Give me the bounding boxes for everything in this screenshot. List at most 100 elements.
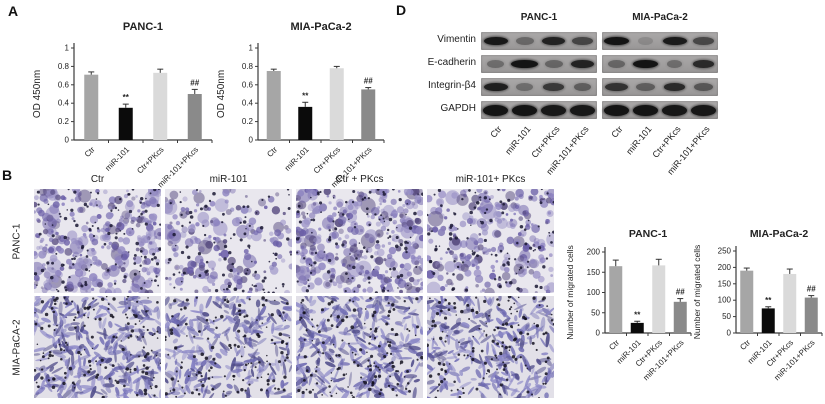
chart-title: PANC-1: [629, 228, 667, 240]
migration-chart-mia-paca2: MIA-PaCa-2 Number of migrated cells 0 50 100…: [690, 205, 825, 401]
y-axis-label: OD 450nm: [216, 70, 227, 118]
panel-d-label: D: [396, 2, 407, 18]
bar-Ctr: [740, 270, 754, 333]
blot-band: [632, 104, 659, 116]
micrograph-MIA-PaCA-2-miR-101+ PKcs: [427, 296, 554, 398]
micro-col-header-mir101: miR-101: [209, 174, 248, 185]
bar-miR-101+PKcs: [361, 89, 376, 140]
y-tick-label: 200: [718, 263, 732, 272]
bar-Ctr+PKcs: [652, 265, 666, 333]
y-tick-label: 200: [587, 248, 601, 257]
y-tick-label: 0.4: [242, 99, 254, 108]
y-tick-label: 50: [591, 308, 600, 317]
blot-band: [662, 37, 687, 45]
blot-strip-GAPDH-mia: [602, 101, 718, 119]
micro-row-label-panc1-text: PANC-1: [11, 223, 23, 259]
x-category-label: miR-101: [103, 145, 131, 173]
mig-panc1-svg: PANC-1 Number of migrated cells 0 50 100 150 2…: [565, 228, 692, 382]
bar-Ctr+PKcs: [329, 68, 344, 140]
x-category-label: Ctr: [265, 145, 279, 159]
micro-col-header-ctr: Ctr: [90, 174, 105, 185]
y-tick-label: 1: [249, 44, 254, 53]
blot-target-vimentin: Vimentin: [437, 34, 476, 45]
y-tick-label: 0.2: [242, 117, 254, 126]
y-axis-label: Number of migrated cells: [692, 245, 702, 339]
y-tick-label: 150: [718, 279, 732, 288]
micro-col-header-ctr-pkcs: Ctr + PKcs: [335, 174, 384, 185]
significance-mark: **: [765, 296, 772, 305]
bar-miR-101+PKcs: [187, 94, 202, 140]
blot-band: [690, 104, 717, 116]
y-axis-label: Number of migrated cells: [565, 245, 575, 339]
y-tick-label: 0: [249, 136, 254, 145]
od450-chart-panc1: PANC-1 OD 450nm 0 0.2 0.4 0.6 0.8 1 Ctr ** miR-101…: [28, 16, 220, 189]
blot-target-e-cadherin: E-cadherin: [427, 57, 476, 68]
migration-chart-panc1: PANC-1 Number of migrated cells 0 50 100 150 2…: [563, 205, 695, 401]
chart-title: MIA-PaCa-2: [750, 228, 809, 240]
significance-mark: **: [123, 93, 130, 102]
blot-strip-GAPDH-panc1: [481, 101, 597, 119]
micrograph-PANC-1-miR-101: [165, 189, 292, 293]
x-category-label: Ctr+PKcs: [135, 145, 165, 175]
micrograph-MIA-PaCA-2-Ctr + PKcs: [296, 296, 423, 398]
significance-mark: ##: [807, 285, 816, 294]
panel-a-label: A: [8, 3, 19, 19]
blot-target-integrin-b4: Integrin-β4: [428, 80, 476, 91]
y-tick-label: 0.4: [58, 99, 70, 108]
blot-strip-Vimentin-mia: [602, 32, 718, 50]
blot-band: [632, 60, 659, 68]
blot-group-title-mia: MIA-PaCa-2: [632, 12, 688, 23]
micrograph-PANC-1-Ctr + PKcs: [296, 189, 423, 293]
blot-strip-Integrin-β4-panc1: [481, 78, 597, 96]
chart-title: MIA-PaCa-2: [290, 21, 351, 33]
blot-band: [608, 60, 625, 68]
blot-band: [483, 83, 508, 91]
blot-band: [569, 104, 596, 116]
blot-strip-Vimentin-panc1: [481, 32, 597, 50]
significance-mark: ##: [190, 78, 199, 87]
bar-Ctr: [84, 74, 99, 140]
bar-miR-101: [118, 107, 133, 140]
blot-band: [542, 37, 565, 45]
micrograph-MIA-PaCA-2-miR-101: [165, 296, 292, 398]
blot-band: [692, 60, 715, 68]
blot-band: [693, 83, 714, 91]
blot-band: [482, 104, 509, 116]
x-category-label: miR-101: [283, 145, 311, 173]
y-tick-label: 100: [587, 288, 601, 297]
blot-strip-E-cadherin-panc1: [481, 55, 597, 73]
blot-band: [603, 37, 630, 45]
blot-band: [511, 60, 538, 68]
y-axis-label: OD 450nm: [32, 70, 43, 118]
bar-miR-101: [298, 106, 313, 140]
blot-band: [574, 83, 591, 91]
micro-col-header-mir101-pkcs: miR-101+ PKcs: [455, 174, 526, 185]
x-category-label: Ctr: [83, 145, 97, 159]
bar-miR-101: [761, 308, 775, 333]
bar-Ctr+PKcs: [783, 273, 797, 333]
y-tick-label: 0: [596, 329, 601, 338]
mig-mia-svg: MIA-PaCa-2 Number of migrated cells 0 50 100…: [692, 228, 823, 382]
y-tick-label: 0.8: [242, 62, 254, 71]
bar-miR-101+PKcs: [804, 297, 818, 333]
bar-Ctr: [609, 266, 623, 333]
x-category-label: Ctr: [738, 338, 752, 352]
blot-band: [693, 37, 714, 45]
micro-row-label-panc1: PANC-1: [8, 189, 26, 293]
bar-Ctr+PKcs: [153, 72, 168, 140]
x-category-label: Ctr: [607, 338, 621, 352]
y-tick-label: 1: [65, 44, 70, 53]
blot-band: [635, 83, 656, 91]
blot-band: [515, 37, 534, 45]
y-tick-label: 0: [65, 136, 70, 145]
od-panc1-svg: PANC-1 OD 450nm 0 0.2 0.4 0.6 0.8 1 Ctr ** miR-101…: [32, 21, 213, 189]
significance-mark: **: [634, 310, 641, 319]
blot-band: [661, 104, 688, 116]
blot-band: [516, 83, 533, 91]
micro-row-label-mia: MIA-PaCA-2: [8, 296, 26, 398]
blot-band: [571, 60, 594, 68]
panel-b-label: B: [2, 167, 13, 183]
blot-strip-Integrin-β4-mia: [602, 78, 718, 96]
x-category-label: Ctr+PKcs: [312, 145, 342, 175]
